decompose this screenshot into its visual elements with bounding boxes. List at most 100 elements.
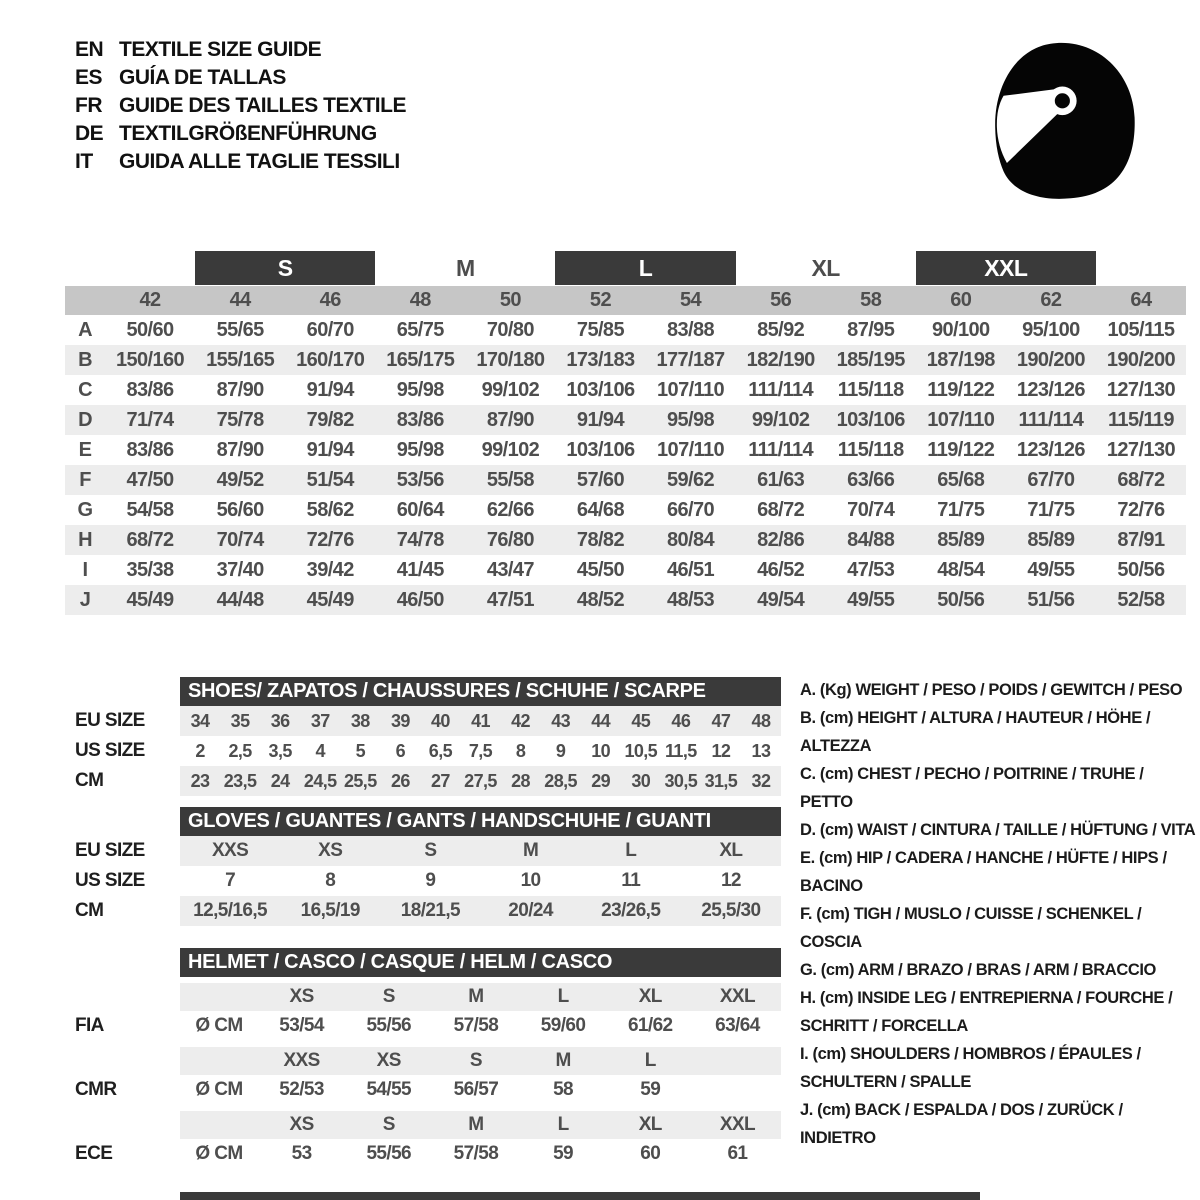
size-value: 70/74 [847, 498, 895, 521]
size-value: 49/55 [1027, 558, 1075, 581]
gloves-value: 23/26,5 [601, 900, 661, 921]
shoes-value: 42 [511, 710, 530, 731]
size-value: 83/86 [126, 378, 175, 401]
legend-item: E. (cm) HIP / CADERA / HANCHE / HÜFTE / … [800, 849, 1167, 895]
size-l-header: L [555, 251, 736, 285]
shoes-value: 29 [591, 770, 611, 791]
size-value: 103/106 [566, 378, 635, 401]
unit-spacer [180, 1047, 258, 1075]
size-column-header: 56 [770, 289, 792, 311]
gloves-value: XXS [211, 840, 249, 861]
shoes-value: 10 [591, 740, 611, 761]
gloves-value: 7 [225, 870, 236, 891]
size-value: 59/62 [667, 468, 715, 491]
size-value: 83/88 [667, 318, 715, 341]
size-column-header: 48 [409, 289, 432, 311]
helmet-size-header: XL [638, 1114, 663, 1135]
language-code: EN [75, 38, 104, 61]
size-value: 185/195 [836, 348, 906, 371]
helmet-value-row: ECE Ø CM 53 55/56 57/58 59 60 61 [75, 1139, 781, 1169]
size-value: 123/126 [1016, 438, 1086, 461]
gloves-value: 16,5/19 [300, 900, 361, 921]
size-value: 47/51 [486, 588, 535, 611]
size-value: 78/82 [576, 528, 625, 551]
size-column-header: 42 [139, 289, 162, 311]
size-value: 72/76 [306, 528, 355, 551]
size-xl-header: XL [811, 254, 840, 281]
diameter-unit-label: Ø CM [195, 1015, 243, 1036]
shoes-value: 39 [390, 710, 410, 731]
shoes-value: 2 [195, 740, 205, 761]
size-value: 111/114 [748, 438, 814, 461]
shoes-value: 4 [315, 740, 326, 761]
size-value: 56/60 [216, 498, 265, 521]
shoes-value: 44 [591, 710, 611, 731]
size-value: 165/175 [386, 348, 455, 371]
language-code: ES [75, 66, 103, 89]
shoes-value: 31,5 [704, 770, 738, 791]
shoes-value: 45 [631, 710, 651, 731]
size-s-header: S [195, 251, 376, 285]
helmet-value: 63/64 [715, 1015, 760, 1036]
helmet-size-header: L [557, 1114, 570, 1135]
shoes-value: 13 [751, 740, 771, 761]
language-row: FR GUIDE DES TAILLES TEXTILE [75, 92, 406, 120]
row-label-spacer [75, 1047, 180, 1075]
language-guide-title: GUIDE DES TAILLES TEXTILE [119, 94, 406, 117]
size-value: 190/200 [1016, 348, 1086, 371]
shoes-section-title: SHOES/ ZAPATOS / CHAUSSURES / SCHUHE / S… [180, 677, 781, 706]
size-value: 45/49 [306, 588, 355, 611]
size-value: 85/89 [937, 528, 985, 551]
size-value: 66/70 [667, 498, 715, 521]
size-value: 127/130 [1106, 378, 1176, 401]
textile-size-table: S M L XL XXL 42 44 46 48 50 52 54 56 58 60 62 64 A … [65, 251, 1186, 615]
helmet-size-header: L [557, 986, 570, 1007]
gloves-value: 25,5/30 [701, 900, 761, 921]
helmet-section-title: HELMET / CASCO / CASQUE / HELM / CASCO [180, 948, 781, 977]
row-label-spacer [75, 983, 180, 1011]
size-value: 119/122 [927, 438, 995, 461]
size-column-header: 54 [680, 289, 702, 311]
helmet-standard-label: FIA [75, 1015, 104, 1036]
helmet-value: 59/60 [540, 1015, 586, 1036]
row-label: EU SIZE [75, 840, 145, 861]
size-value: 39/42 [306, 558, 355, 581]
row-label: CM [75, 770, 104, 791]
size-value: 83/86 [396, 408, 445, 431]
helmet-standard-group: XS S M L XL XXL ECE Ø CM 53 55/56 57/58 59 60 61 [75, 1111, 781, 1169]
size-value: 61/63 [757, 468, 805, 491]
language-guide-title: TEXTILE SIZE GUIDE [119, 38, 322, 61]
size-value: 55/58 [486, 468, 535, 491]
size-table-row: I 35/38 37/40 39/42 41/45 43/47 45/50 46/51 46/… [65, 555, 1186, 585]
helmet-value: 57/58 [453, 1143, 499, 1164]
size-table-row: J 45/49 44/48 45/49 46/50 47/51 48/52 48/53 49/… [65, 585, 1186, 615]
shoes-value: 32 [751, 770, 771, 791]
gloves-value: 12 [720, 870, 742, 891]
size-column-header: 58 [860, 289, 882, 311]
size-value: 111/114 [1018, 408, 1084, 431]
size-value: 53/56 [396, 468, 445, 491]
gloves-row: EU SIZE XXS XS S M L XL [75, 836, 781, 866]
size-value: 44/48 [216, 588, 265, 611]
size-value: 111/114 [748, 378, 814, 401]
helmet-value: 57/58 [453, 1015, 499, 1036]
row-letter: C [78, 378, 92, 401]
size-column-header: 44 [229, 289, 252, 311]
language-code: FR [75, 94, 103, 117]
helmet-size-header: S [382, 986, 396, 1007]
size-value: 177/187 [656, 348, 725, 371]
shoes-value: 48 [751, 710, 771, 731]
size-value: 74/78 [396, 528, 445, 551]
helmet-size-header: M [468, 986, 484, 1007]
shoes-value: 36 [270, 710, 290, 731]
helmet-size-header: M [555, 1050, 571, 1071]
shoes-value: 11,5 [665, 740, 697, 761]
helmet-standard-group: XS S M L XL XXL FIA Ø CM 53/54 55/56 57/58 59/60… [75, 983, 781, 1041]
helmet-size-header: M [468, 1114, 484, 1135]
shoes-value: 8 [515, 740, 526, 761]
helmet-size-header: L [644, 1050, 657, 1071]
row-letter: D [78, 408, 92, 431]
size-value: 60/70 [306, 318, 355, 341]
helmet-value: 55/56 [366, 1015, 412, 1036]
language-row: IT GUIDA ALLE TAGLIE TESSILI [75, 148, 406, 176]
